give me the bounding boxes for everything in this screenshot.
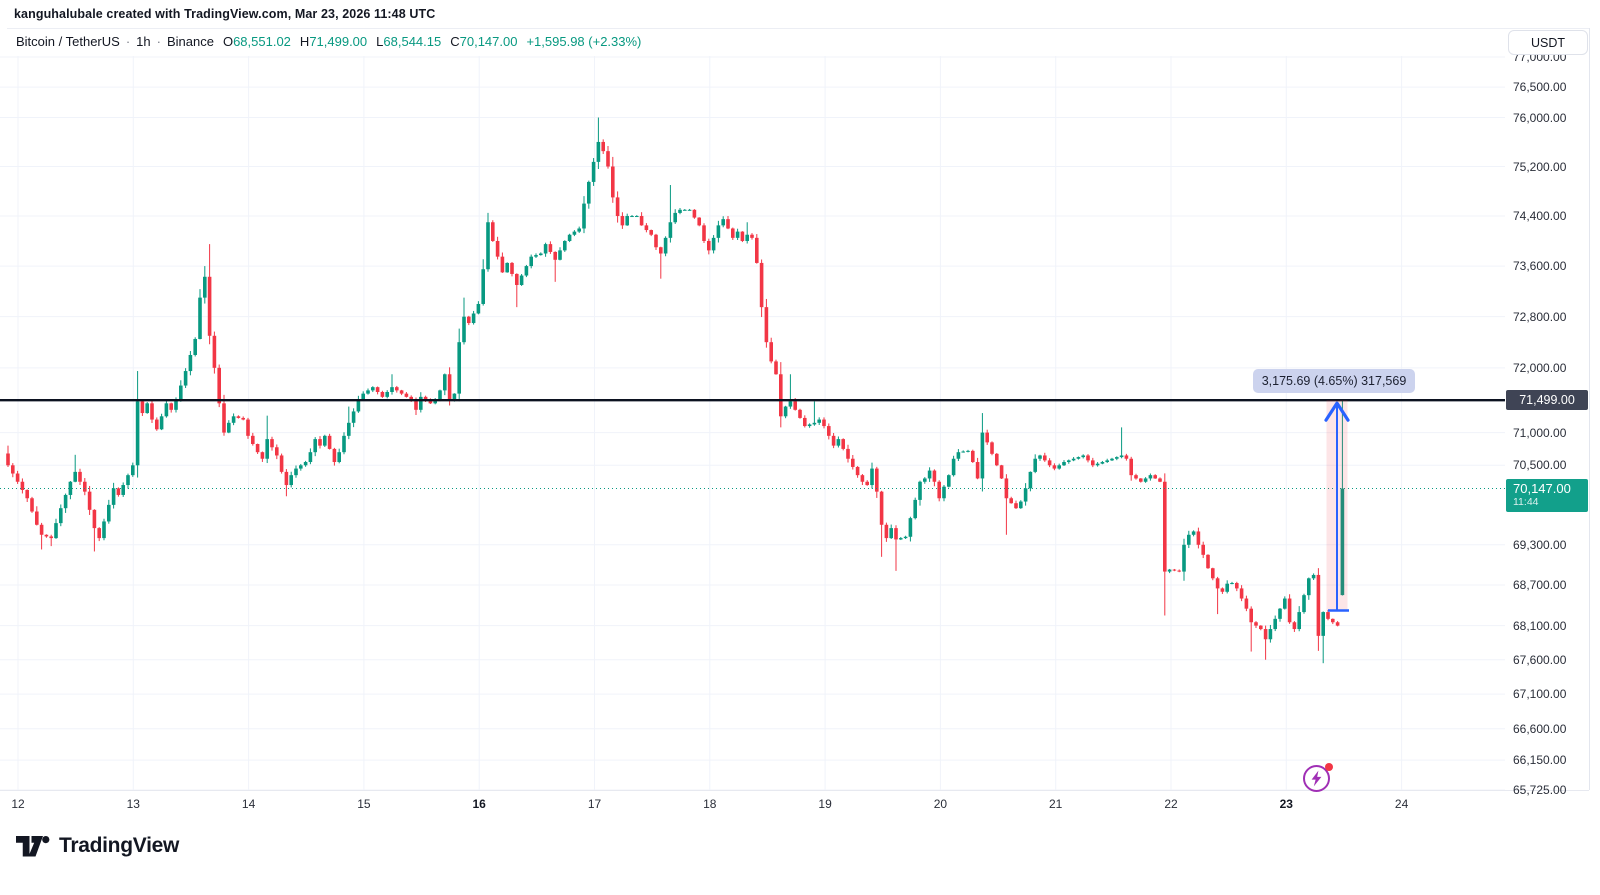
price-line-badge: 71,499.00 <box>1506 390 1588 411</box>
exchange-label: Binance <box>166 34 214 49</box>
time-tick-label: 14 <box>241 797 256 811</box>
candlestick-canvas[interactable] <box>0 56 1505 790</box>
price-tick-label: 71,000.00 <box>1513 425 1567 440</box>
time-axis[interactable]: 12 13 14 15 16 17 18 19 20 21 22 23 24 <box>0 791 1505 819</box>
price-tick-label: 72,000.00 <box>1513 360 1567 375</box>
legend-separator: · <box>156 34 161 49</box>
price-tick-label: 75,200.00 <box>1513 159 1567 174</box>
ohlc-low: L68,544.15 <box>376 34 442 49</box>
symbol-legend: Bitcoin / TetherUS · 1h · Binance O68,55… <box>16 34 641 49</box>
time-tick-label: 23 <box>1279 797 1293 811</box>
price-tick-label: 69,300.00 <box>1513 537 1567 552</box>
price-tick-label: 66,150.00 <box>1513 753 1567 768</box>
measurement-label: 3,175.69 (4.65%) 317,569 <box>1253 369 1415 393</box>
header-divider <box>7 28 1589 29</box>
last-price-badge: 70,147.00 11:44 <box>1506 478 1588 512</box>
time-tick-label: 19 <box>818 797 832 811</box>
legend-separator: · <box>125 34 131 49</box>
ohlc-open: O68,551.02 <box>222 34 291 49</box>
price-tick-label: 76,500.00 <box>1513 80 1567 95</box>
price-tick-label: 68,700.00 <box>1513 578 1567 593</box>
pane-border <box>1589 28 1590 790</box>
attribution-text: kanguhalubale created with TradingView.c… <box>14 7 436 21</box>
price-tick-label: 72,800.00 <box>1513 309 1567 324</box>
notification-dot <box>1325 763 1333 771</box>
last-price-time: 11:44 <box>1513 496 1539 509</box>
time-tick-label: 21 <box>1049 797 1063 811</box>
time-tick-label: 13 <box>126 797 140 811</box>
time-tick-label: 18 <box>703 797 717 811</box>
price-axis[interactable]: 71,499.00 70,147.00 11:44 77,000.00 76,50… <box>1505 50 1600 797</box>
price-tick-label: 73,600.00 <box>1513 259 1567 274</box>
price-tick-label: 76,000.00 <box>1513 110 1567 125</box>
price-tick-label: 65,725.00 <box>1513 782 1567 797</box>
price-change: +1,595.98 (+2.33%) <box>526 34 642 49</box>
time-tick-label: 20 <box>933 797 948 811</box>
time-tick-label: 12 <box>11 797 25 811</box>
time-tick-label: 24 <box>1394 797 1409 811</box>
interval-label[interactable]: 1h <box>136 34 151 49</box>
price-tick-label: 74,400.00 <box>1513 209 1567 224</box>
ohlc-high: H71,499.00 <box>299 34 368 49</box>
time-tick-label: 22 <box>1164 797 1178 811</box>
last-price-value: 70,147.00 <box>1513 480 1571 496</box>
time-tick-label: 17 <box>587 797 602 811</box>
price-tick-label: 68,100.00 <box>1513 618 1567 633</box>
price-tick-label: 70,500.00 <box>1513 458 1567 473</box>
tradingview-logo-icon <box>16 835 50 856</box>
symbol-name[interactable]: Bitcoin / TetherUS <box>16 34 120 49</box>
tradingview-logo-text: TradingView <box>59 834 180 857</box>
time-axis-divider <box>0 790 1589 791</box>
flash-icon[interactable] <box>1303 763 1333 794</box>
ohlc-close: C70,147.00 <box>450 34 518 49</box>
lightning-bolt-icon <box>1311 770 1322 787</box>
price-tick-label: 67,100.00 <box>1513 687 1567 702</box>
tradingview-logo[interactable]: TradingView <box>16 834 179 858</box>
price-tick-label: 66,600.00 <box>1513 721 1567 736</box>
currency-button[interactable]: USDT <box>1508 30 1588 55</box>
price-tick-label: 67,600.00 <box>1513 652 1567 667</box>
time-tick-label: 15 <box>357 797 371 811</box>
time-tick-label: 16 <box>472 797 486 811</box>
